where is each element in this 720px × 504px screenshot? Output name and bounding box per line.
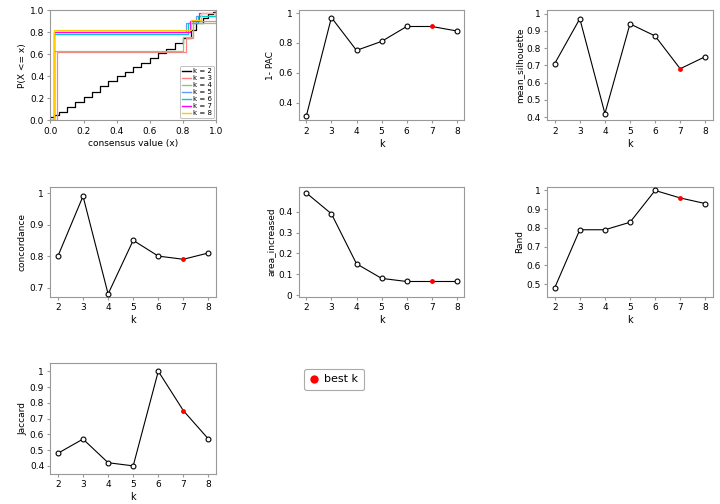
Y-axis label: mean_silhouette: mean_silhouette [515,28,523,103]
Legend: best k: best k [305,369,364,390]
Y-axis label: concordance: concordance [18,213,27,271]
Y-axis label: area_increased: area_increased [266,208,275,276]
X-axis label: k: k [379,139,384,149]
X-axis label: consensus value (x): consensus value (x) [88,139,179,148]
Legend: k = 2, k = 3, k = 4, k = 5, k = 6, k = 7, k = 8: k = 2, k = 3, k = 4, k = 5, k = 6, k = 7… [180,66,214,118]
X-axis label: k: k [627,315,633,325]
Y-axis label: Rand: Rand [515,230,523,254]
Y-axis label: 1- PAC: 1- PAC [266,51,275,80]
X-axis label: k: k [627,139,633,149]
X-axis label: k: k [379,315,384,325]
Y-axis label: P(X <= x): P(X <= x) [18,43,27,88]
X-axis label: k: k [130,315,136,325]
X-axis label: k: k [130,492,136,502]
Y-axis label: Jaccard: Jaccard [18,402,27,435]
